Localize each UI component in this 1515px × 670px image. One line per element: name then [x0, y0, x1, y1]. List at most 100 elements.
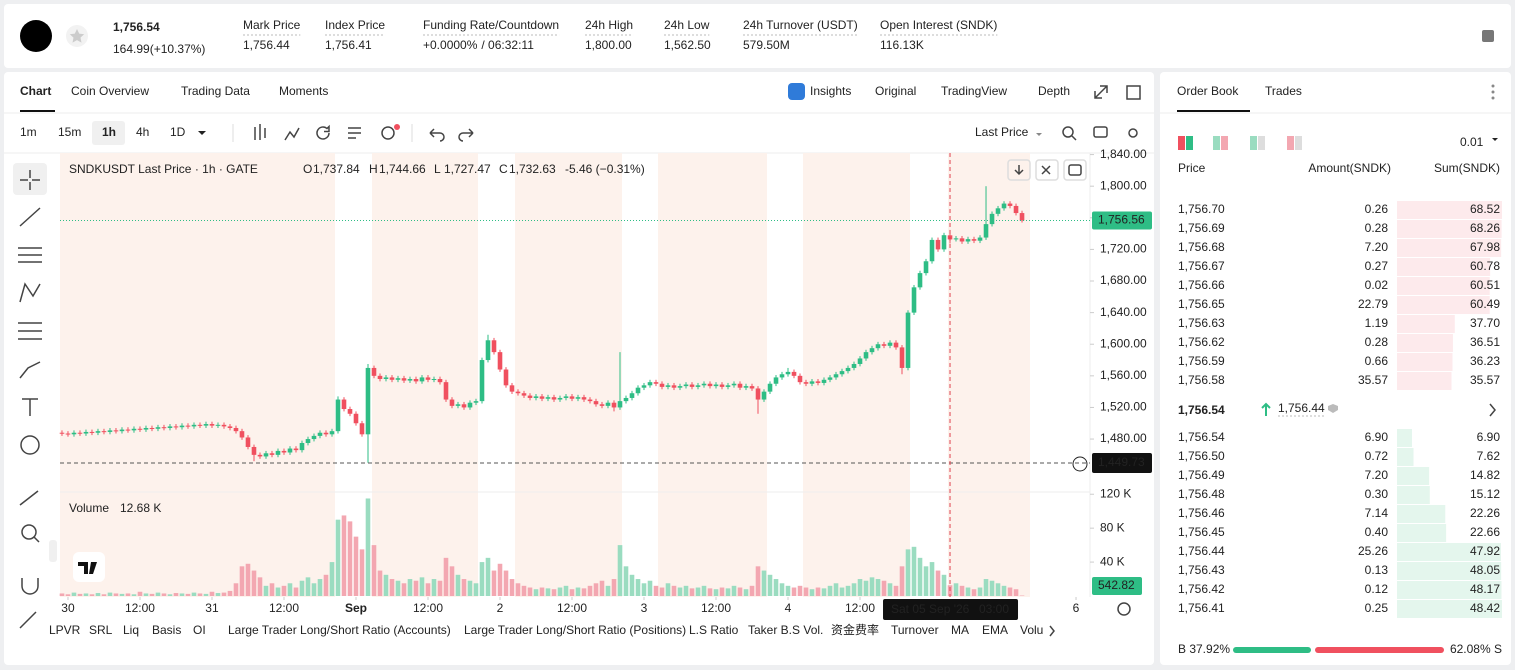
indicator-tab[interactable]: SRL — [89, 623, 113, 637]
view-tab[interactable]: Insights — [810, 84, 851, 98]
volume-bar — [161, 593, 167, 596]
candle-body — [923, 261, 929, 274]
book-price[interactable]: 1,756.44 — [1178, 544, 1225, 558]
indicator-tab[interactable]: L.S Ratio — [689, 623, 739, 637]
depth-bar — [1397, 562, 1502, 580]
book-icon[interactable] — [1482, 30, 1494, 42]
candle-body — [137, 428, 143, 430]
volume-title: Volume — [69, 501, 109, 515]
view-tab[interactable]: Depth — [1038, 84, 1070, 98]
book-price[interactable]: 1,756.49 — [1178, 468, 1225, 482]
candle-body — [509, 385, 515, 392]
candle-body — [143, 427, 149, 430]
volume-bar — [371, 545, 377, 596]
indicator-tab[interactable]: LPVR — [49, 623, 81, 637]
book-price[interactable]: 1,756.43 — [1178, 563, 1225, 577]
candle-body — [869, 348, 875, 353]
book-amount: 0.72 — [1365, 449, 1389, 463]
volume-bar — [299, 580, 305, 596]
indicator-tab[interactable]: OI — [193, 623, 206, 637]
indicator-tab[interactable]: Large Trader Long/Short Ratio (Accounts) — [228, 623, 451, 637]
book-tab[interactable]: Trades — [1265, 84, 1302, 98]
book-price[interactable]: 1,756.45 — [1178, 525, 1225, 539]
chart-tab[interactable]: Chart — [20, 84, 51, 98]
candle-body — [581, 397, 587, 400]
candle-body — [665, 385, 671, 387]
book-price[interactable]: 1,756.62 — [1178, 335, 1225, 349]
depth-bar — [1397, 524, 1447, 542]
indicator-tab[interactable]: Basis — [152, 623, 181, 637]
more-menu[interactable] — [1491, 84, 1495, 100]
drawing-tools[interactable] — [13, 163, 47, 629]
volume-bar — [269, 583, 275, 596]
book-price[interactable]: 1,756.41 — [1178, 601, 1225, 615]
layout-icon[interactable] — [1126, 85, 1141, 100]
book-price[interactable]: 1,756.48 — [1178, 487, 1225, 501]
book-price[interactable]: 1,756.66 — [1178, 278, 1225, 292]
view-tab[interactable]: Original — [875, 84, 916, 98]
interval[interactable]: 15m — [58, 125, 81, 139]
indicator-tab[interactable]: Large Trader Long/Short Ratio (Positions… — [464, 623, 686, 637]
book-price[interactable]: 1,756.65 — [1178, 297, 1225, 311]
interval[interactable]: 1m — [20, 125, 37, 139]
volume-bar — [443, 557, 449, 596]
indicator-tab[interactable]: Volu — [1020, 623, 1043, 637]
book-price[interactable]: 1,756.46 — [1178, 506, 1225, 520]
chart-buttons[interactable] — [1007, 159, 1087, 181]
add-alert-icon[interactable] — [1072, 456, 1088, 472]
price-type[interactable]: Last Price — [975, 125, 1029, 139]
x-tick-label: 12:00 — [125, 601, 155, 615]
expand-icon[interactable] — [1094, 85, 1108, 99]
candle-body — [929, 239, 935, 262]
chart-tab[interactable]: Coin Overview — [71, 84, 149, 98]
book-price[interactable]: 1,756.63 — [1178, 316, 1225, 330]
book-price[interactable]: 1,756.67 — [1178, 259, 1225, 273]
stat-value: +0.0000% — [423, 38, 478, 52]
book-price[interactable]: 1,756.58 — [1178, 373, 1225, 387]
price-step[interactable]: 0.01 — [1460, 135, 1484, 149]
indicator-tab[interactable]: Turnover — [891, 623, 939, 637]
chart-tab[interactable]: Moments — [279, 84, 328, 98]
volume-bar — [521, 585, 527, 596]
book-sum: 14.82 — [1470, 468, 1500, 482]
indicator-tab[interactable]: Liq — [123, 623, 139, 637]
book-price[interactable]: 1,756.42 — [1178, 582, 1225, 596]
book-price[interactable]: 1,756.54 — [1178, 430, 1225, 444]
y-tick-label: 1,640.00 — [1100, 305, 1147, 319]
candle-body — [233, 427, 239, 432]
candle-body — [485, 340, 491, 361]
book-layout-icons[interactable] — [1178, 136, 1302, 150]
interval[interactable]: 1h — [102, 125, 116, 139]
dropdown-arrow — [1492, 138, 1498, 141]
volume-bar — [239, 566, 245, 596]
indicator-tab[interactable]: EMA — [982, 623, 1008, 637]
view-tab[interactable]: TradingView — [941, 84, 1007, 98]
book-price[interactable]: 1,756.68 — [1178, 240, 1225, 254]
y-tick-label: 1,480.00 — [1100, 431, 1147, 445]
interval[interactable]: 4h — [136, 125, 149, 139]
collapse-handle[interactable] — [49, 540, 57, 562]
more-indicators[interactable] — [1049, 625, 1055, 637]
book-sum: 48.42 — [1470, 601, 1500, 615]
book-tab[interactable]: Order Book — [1177, 84, 1239, 98]
volume-bar — [59, 593, 65, 596]
toolbar-icons[interactable] — [254, 124, 1138, 142]
book-price[interactable]: 1,756.59 — [1178, 354, 1225, 368]
candle-body — [1019, 213, 1025, 221]
candle-body — [719, 384, 725, 387]
book-price[interactable]: 1,756.69 — [1178, 221, 1225, 235]
indicator-tab[interactable]: MA — [951, 623, 969, 637]
interval[interactable]: 1D — [170, 125, 186, 139]
chart-tab[interactable]: Trading Data — [181, 84, 250, 98]
expand-book[interactable] — [1489, 403, 1496, 417]
candle-body — [815, 381, 821, 383]
candle-body — [299, 443, 305, 451]
settings-icon[interactable] — [1117, 602, 1131, 616]
book-price[interactable]: 1,756.70 — [1178, 202, 1225, 216]
candle-body — [401, 378, 407, 381]
book-price[interactable]: 1,756.50 — [1178, 449, 1225, 463]
candle-body — [515, 391, 521, 394]
candle-body — [983, 224, 989, 238]
indicator-tab[interactable]: 资金费率 — [831, 622, 879, 637]
indicator-tab[interactable]: Taker B.S Vol. — [748, 623, 823, 637]
